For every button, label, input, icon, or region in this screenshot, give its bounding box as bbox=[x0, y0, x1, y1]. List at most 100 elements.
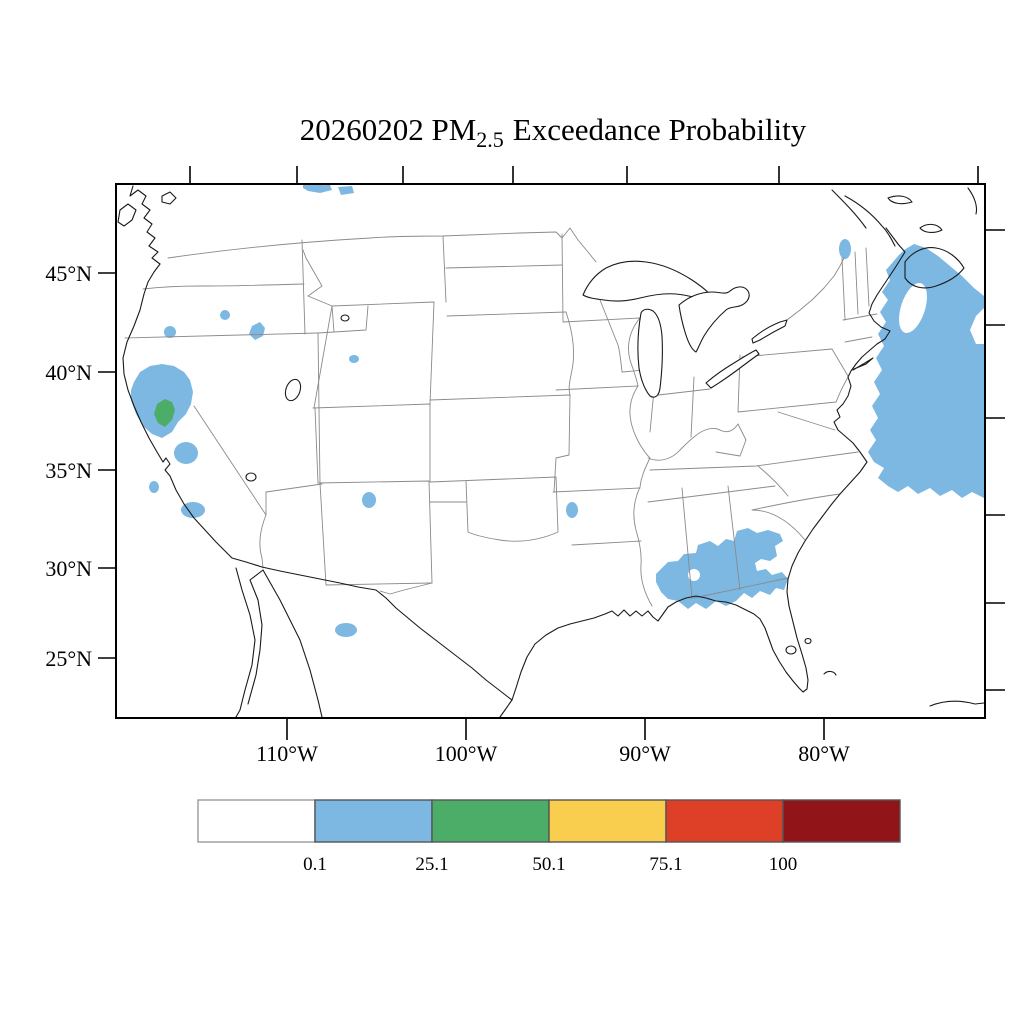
coast-gulf-st-lawrence bbox=[844, 195, 896, 247]
coastlines bbox=[117, 185, 985, 718]
coast-prince-edward-island bbox=[919, 223, 943, 233]
great-lakes bbox=[582, 260, 788, 398]
lake-michigan bbox=[637, 308, 663, 398]
lon-label: 100°W bbox=[435, 741, 498, 766]
region-southern-california bbox=[181, 502, 205, 518]
colorbar-label: 100 bbox=[769, 854, 798, 875]
region-top-edge-1 bbox=[303, 185, 332, 193]
state-border-line bbox=[681, 487, 693, 599]
region-texas-dot bbox=[335, 623, 357, 637]
colorbar: 0.1 25.1 50.1 75.1 100 bbox=[197, 799, 901, 875]
title-subscript: 2.5 bbox=[476, 127, 504, 152]
coast-mexico-gulf bbox=[499, 699, 513, 718]
state-border-line bbox=[649, 451, 859, 471]
state-border-line bbox=[313, 305, 333, 409]
state-border-line bbox=[690, 376, 695, 438]
region-hole-gulf-of-maine bbox=[899, 282, 927, 334]
coast-newfoundland-corner bbox=[967, 187, 978, 215]
state-border-line bbox=[379, 582, 433, 595]
region-lake-champlain bbox=[839, 239, 851, 259]
coast-island-small bbox=[804, 637, 812, 645]
state-border-line bbox=[259, 514, 267, 569]
probability-regions bbox=[131, 185, 984, 637]
coast-st-lawrence-river bbox=[831, 189, 867, 229]
state-border-line bbox=[301, 239, 306, 335]
region-central-california bbox=[174, 442, 198, 464]
state-border-line bbox=[628, 317, 653, 607]
coast-nova-scotia bbox=[904, 247, 965, 289]
colorbar-swatch-4 bbox=[665, 799, 784, 843]
coast-anticosti bbox=[887, 195, 913, 205]
axis-labels: 45°N 40°N 35°N 30°N 25°N 110°W 100°W 90°… bbox=[45, 261, 850, 766]
state-border-line bbox=[565, 311, 575, 396]
colorbar-label: 75.1 bbox=[649, 854, 682, 875]
state-border-line bbox=[314, 407, 319, 484]
state-border-line bbox=[167, 227, 597, 263]
region-arkansas-dot bbox=[566, 502, 578, 518]
coast-vancouver-island bbox=[117, 203, 137, 227]
region-california-coast-dot bbox=[149, 481, 159, 493]
lat-label: 45°N bbox=[45, 261, 92, 286]
state-border-line bbox=[561, 233, 641, 323]
lon-label: 90°W bbox=[619, 741, 671, 766]
colorbar-swatch-2 bbox=[431, 799, 550, 843]
map-frame bbox=[115, 183, 986, 719]
state-border-line bbox=[854, 251, 859, 315]
region-wyoming-dot bbox=[349, 355, 359, 363]
state-border-line bbox=[445, 264, 563, 269]
colorbar-label: 50.1 bbox=[532, 854, 565, 875]
lake-ontario bbox=[751, 319, 788, 344]
colorbar-swatch-1 bbox=[314, 799, 433, 843]
great-salt-lake bbox=[284, 378, 302, 402]
colorbar-swatch-0 bbox=[197, 799, 316, 843]
state-border-line bbox=[841, 257, 846, 321]
colorbar-label: 25.1 bbox=[415, 854, 448, 875]
state-border-line bbox=[302, 249, 333, 307]
state-border-line bbox=[737, 354, 849, 413]
state-border-line bbox=[647, 423, 739, 461]
state-border-line bbox=[865, 247, 870, 307]
coast-cuba bbox=[929, 700, 985, 707]
state-border-line bbox=[124, 332, 319, 339]
state-border-line bbox=[317, 305, 369, 334]
colorbar-swatch-3 bbox=[548, 799, 667, 843]
utah-lake bbox=[245, 472, 257, 482]
state-border-line bbox=[649, 388, 711, 397]
yellowstone-lake bbox=[340, 314, 350, 322]
state-border-line bbox=[751, 493, 841, 541]
title-prefix: 20260202 PM bbox=[300, 112, 477, 147]
region-top-edge-2 bbox=[338, 186, 354, 195]
state-border-line bbox=[319, 482, 433, 586]
state-border-line bbox=[715, 423, 747, 457]
state-borders bbox=[124, 227, 878, 607]
figure-title: 20260202 PM2.5 Exceedance Probability bbox=[300, 112, 807, 152]
state-border-line bbox=[265, 483, 323, 493]
lat-label: 35°N bbox=[45, 458, 92, 483]
colorbar-labels: 0.1 25.1 50.1 75.1 100 bbox=[303, 854, 797, 875]
state-border-line bbox=[757, 465, 789, 497]
state-border-line bbox=[446, 311, 567, 317]
state-border-line bbox=[844, 336, 873, 343]
state-border-line bbox=[555, 385, 639, 391]
state-border-line bbox=[142, 283, 305, 290]
region-northern-california-high bbox=[154, 399, 175, 427]
region-oregon-dot-1 bbox=[164, 326, 176, 338]
lon-label: 110°W bbox=[256, 741, 318, 766]
state-border-line bbox=[727, 485, 741, 591]
coast-sea-of-cortez bbox=[247, 569, 323, 718]
region-hole-southeast bbox=[688, 569, 700, 581]
lake-huron bbox=[678, 286, 750, 353]
state-border-line bbox=[442, 235, 447, 303]
lon-label: 80°W bbox=[798, 741, 850, 766]
colorbar-swatch-5 bbox=[782, 799, 901, 843]
region-western-atlantic bbox=[868, 244, 984, 498]
state-border-line bbox=[312, 403, 431, 483]
coast-long-island bbox=[852, 357, 874, 371]
state-border-line bbox=[777, 411, 836, 431]
coast-conus-outline bbox=[122, 227, 906, 701]
state-border-line bbox=[647, 485, 776, 503]
state-border-line bbox=[571, 540, 642, 546]
state-border-line bbox=[193, 405, 267, 516]
